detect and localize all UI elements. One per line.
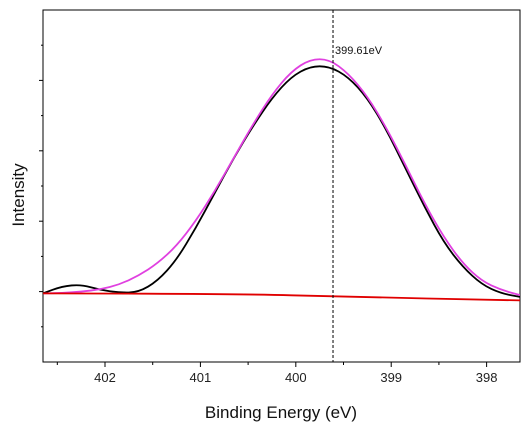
- x-tick-label: 401: [190, 370, 212, 385]
- series-line-2: [43, 292, 520, 302]
- peak-label: 399.61eV: [335, 45, 383, 57]
- x-tick-label: 400: [285, 370, 307, 385]
- x-axis-title: Binding Energy (eV): [205, 403, 357, 422]
- annotation-layer: 399.61eV: [332, 10, 383, 362]
- ticks-layer: 402 401 400 399 398: [39, 44, 498, 385]
- series-line-0: [43, 65, 520, 298]
- x-tick-label: 399: [380, 370, 402, 385]
- x-tick-label: 402: [94, 370, 116, 385]
- series-layer: [43, 58, 520, 302]
- plot-border: [42, 9, 521, 363]
- y-axis-title: Intensity: [9, 163, 28, 227]
- x-tick-label: 398: [476, 370, 498, 385]
- plot-frame: [42, 9, 521, 363]
- series-line-1: [43, 58, 520, 296]
